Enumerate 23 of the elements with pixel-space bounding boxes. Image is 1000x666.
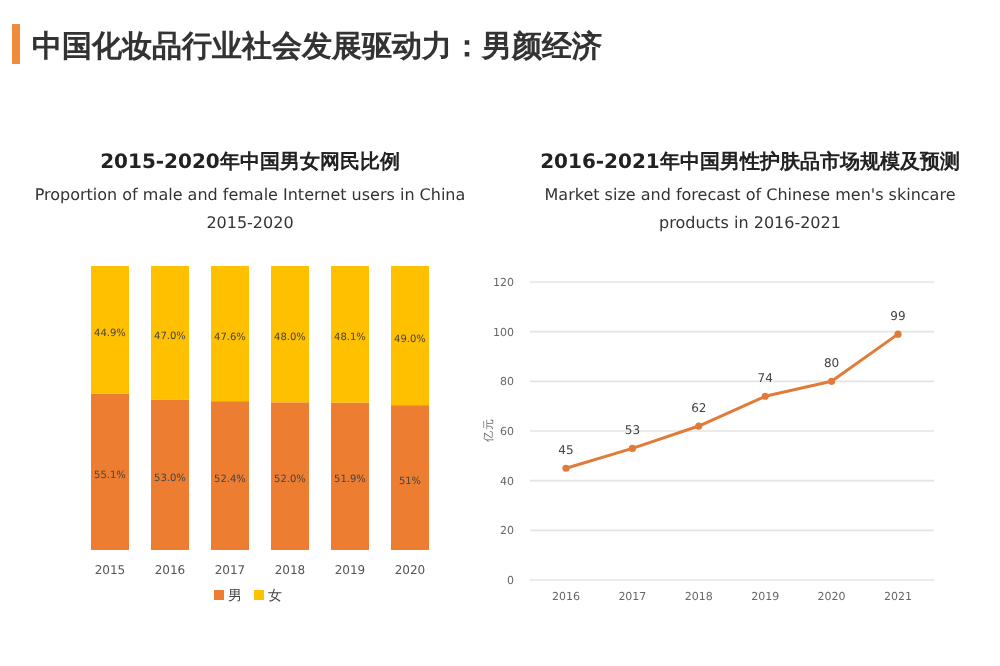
bar	[271, 402, 309, 550]
point	[628, 444, 636, 452]
bar	[151, 399, 189, 550]
bar	[271, 266, 309, 403]
bar	[151, 266, 189, 400]
point	[695, 422, 703, 430]
bar	[91, 266, 129, 394]
chart-title: 2015-2020年中国男女网民比例	[100, 150, 400, 174]
chart-title: 2016-2021年中国男性护肤品市场规模及预测	[540, 150, 960, 174]
bar	[211, 266, 249, 402]
point	[761, 392, 769, 400]
bar	[91, 393, 129, 550]
bar	[331, 402, 369, 550]
point	[828, 377, 836, 385]
chart-subtitle: Market size and forecast of Chinese men's skincare products in 2016-2021	[544, 186, 956, 232]
point	[894, 330, 902, 338]
bar	[391, 405, 429, 550]
bar	[211, 401, 249, 550]
bar	[391, 266, 429, 406]
bar	[331, 266, 369, 403]
point	[562, 464, 570, 472]
text: 中国化妆品行业社会发展驱动力：男颜经济	[32, 28, 602, 64]
chart-subtitle: Proportion of male and female Internet users in China 2015-2020	[34, 186, 466, 232]
